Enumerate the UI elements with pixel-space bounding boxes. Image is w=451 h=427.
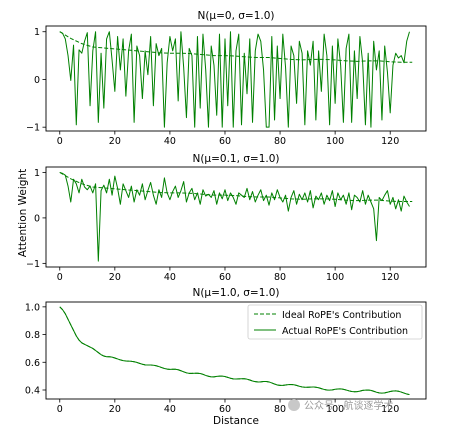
subplot-3-x-tick-label: 20	[109, 404, 121, 415]
subplot-3-x-tick-label: 60	[219, 404, 231, 415]
subplot-3-x-tick-label: 120	[381, 404, 399, 415]
subplot-2-x-tick-label: 100	[326, 272, 344, 283]
subplot-1-x-tick-label: 100	[326, 136, 344, 147]
subplot-2-x-tick-label: 0	[57, 272, 63, 283]
watermark-icon	[288, 399, 300, 411]
subplot-2-plot-area: 0 20 40 60 80 100 120 −1 0 1	[26, 168, 413, 283]
subplot-3-y-tick-label: 1.0	[25, 302, 40, 313]
subplot-1-x-tick-label: 120	[381, 136, 399, 147]
subplot-1-x-tick-label: 80	[274, 136, 286, 147]
subplot-1-series-actual-line	[59, 31, 410, 128]
subplot-1: N(μ=0, σ=1.0) 0 20 40 60 80 100 120 −1 0 1	[26, 10, 427, 147]
subplot-3-y-tick-label: 0.4	[25, 385, 40, 396]
subplot-1-y-tick-label: 0	[34, 75, 40, 86]
subplot-1-plot-area: 0 20 40 60 80 100 120 −1 0 1	[26, 27, 413, 147]
subplot-1-y-tick-label: −1	[26, 123, 40, 134]
subplot-3-x-tick-label: 80	[274, 404, 286, 415]
legend-ideal-label: Ideal RoPE's Contribution	[282, 310, 401, 321]
legend: Ideal RoPE's Contribution Actual RoPE's …	[247, 304, 423, 340]
y-axis-label: Attention Weight	[17, 169, 29, 257]
subplot-2-x-tick-label: 20	[109, 272, 121, 283]
watermark: 公众号 · 航谈逐学术	[288, 399, 394, 412]
subplot-2-frame	[45, 166, 427, 268]
subplot-1-frame	[45, 25, 427, 132]
watermark-text: 公众号 · 航谈逐学术	[304, 399, 394, 412]
subplot-2-y-tick-label: 0	[34, 213, 40, 224]
subplot-2-y-tick-label: −1	[26, 259, 40, 270]
x-axis-label: Distance	[213, 415, 259, 427]
subplot-1-x-tick-label: 40	[164, 136, 176, 147]
subplot-3-y-tick-label: 0.6	[25, 358, 40, 369]
subplot-3-x-tick-label: 40	[164, 404, 176, 415]
subplot-3-frame	[45, 301, 427, 400]
subplot-1-y-tick-label: 1	[34, 27, 40, 38]
subplot-2-x-tick-label: 40	[164, 272, 176, 283]
subplot-2-x-tick-label: 80	[274, 272, 286, 283]
subplot-3-x-tick-label: 0	[57, 404, 63, 415]
subplot-1-x-tick-label: 60	[219, 136, 231, 147]
subplot-3-x-tick-label: 100	[326, 404, 344, 415]
subplot-2-y-tick-label: 1	[34, 168, 40, 179]
subplot-2-title: N(μ=0.1, σ=1.0)	[192, 153, 279, 165]
subplot-3-plot-area: 0 20 40 60 80 100 120 0.4 0.6 0.8 1.0	[25, 302, 410, 415]
subplot-3: N(μ=1.0, σ=1.0) 0 20 40 60 80 100 120 0.4 0.6 0.8…	[25, 287, 427, 415]
subplot-2: N(μ=0.1, σ=1.0) 0 20 40 60 80 100 120 −1 0 1	[26, 153, 427, 283]
subplot-2-x-tick-label: 60	[219, 272, 231, 283]
subplot-1-title: N(μ=0, σ=1.0)	[197, 10, 274, 22]
legend-box	[247, 304, 423, 340]
subplot-1-x-tick-label: 0	[57, 136, 63, 147]
subplot-2-x-tick-label: 120	[381, 272, 399, 283]
subplot-3-y-tick-label: 0.8	[25, 330, 40, 341]
subplot-3-title: N(μ=1.0, σ=1.0)	[192, 287, 279, 299]
subplot-1-x-tick-label: 20	[109, 136, 121, 147]
legend-actual-label: Actual RoPE's Contribution	[282, 326, 408, 337]
subplot-3-series-actual-line	[59, 306, 410, 396]
subplot-2-series-actual-line	[59, 171, 410, 262]
